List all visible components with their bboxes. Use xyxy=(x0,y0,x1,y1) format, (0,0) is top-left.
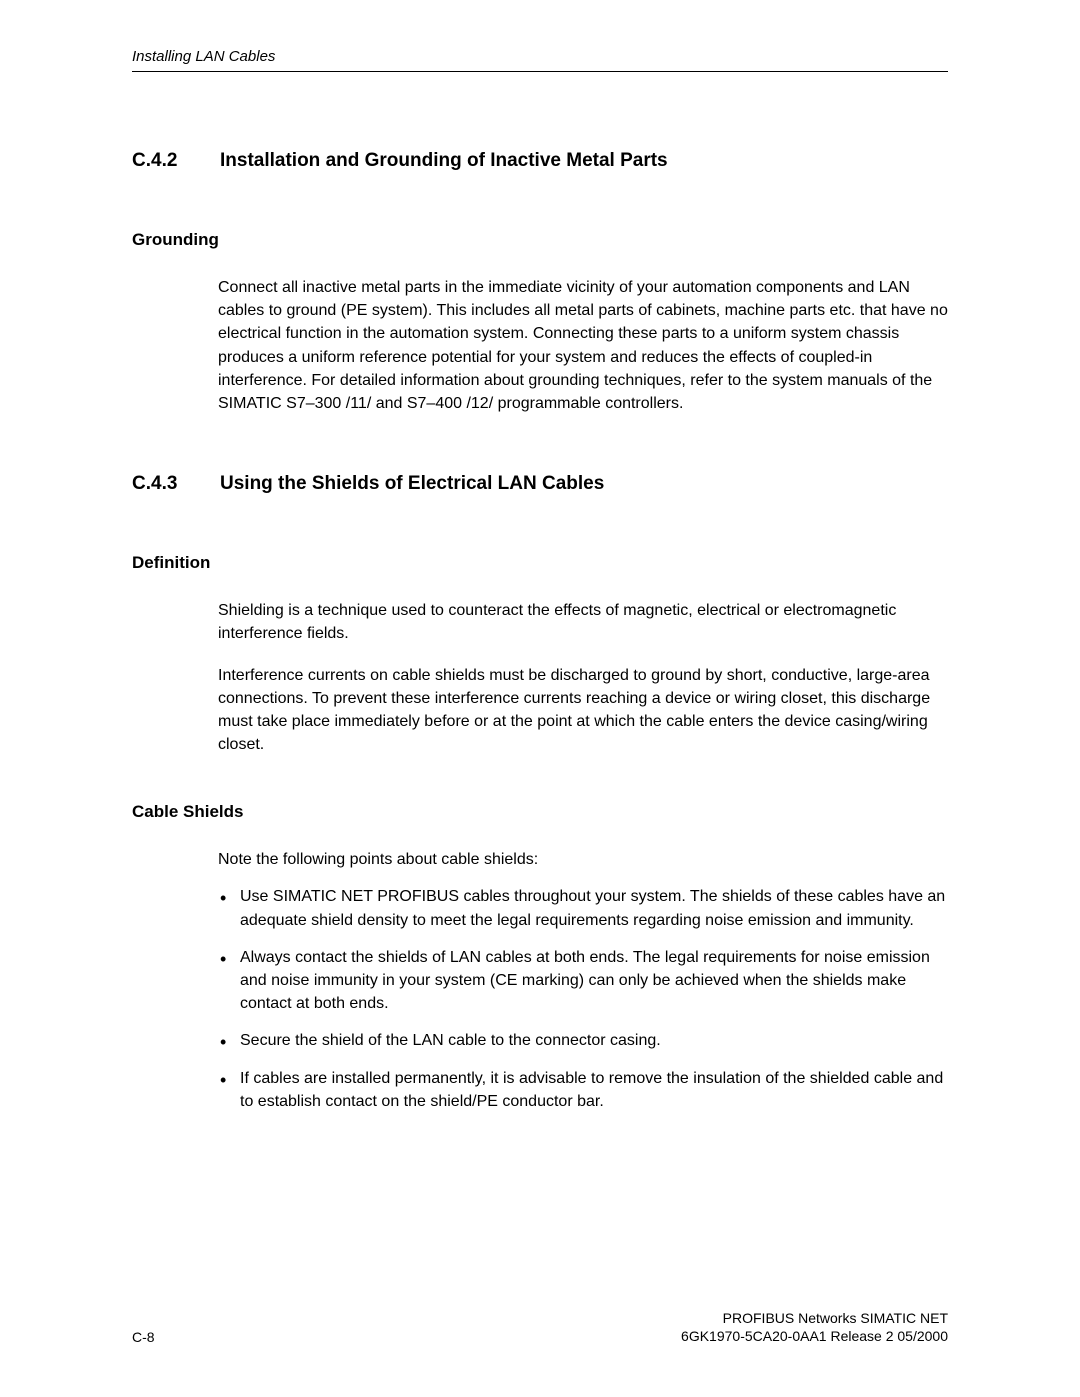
section-title: Installation and Grounding of Inactive M… xyxy=(220,150,948,172)
list-item: Secure the shield of the LAN cable to th… xyxy=(218,1029,948,1052)
document-page: Installing LAN Cables C.4.2 Installation… xyxy=(0,0,1080,1397)
list-item: Use SIMATIC NET PROFIBUS cables througho… xyxy=(218,885,948,931)
section-number: C.4.3 xyxy=(132,473,220,495)
section-heading: C.4.3 Using the Shields of Electrical LA… xyxy=(132,473,948,495)
bullet-list: Use SIMATIC NET PROFIBUS cables througho… xyxy=(218,885,948,1113)
page-footer: C-8 PROFIBUS Networks SIMATIC NET 6GK197… xyxy=(132,1309,948,1345)
subsection-heading: Cable Shields xyxy=(132,802,948,822)
section-number: C.4.2 xyxy=(132,150,220,172)
body-paragraph: Shielding is a technique used to counter… xyxy=(218,599,948,645)
section-heading: C.4.2 Installation and Grounding of Inac… xyxy=(132,150,948,172)
subsection-heading: Definition xyxy=(132,553,948,573)
footer-doc-title: PROFIBUS Networks SIMATIC NET xyxy=(681,1309,948,1327)
footer-doc-id: 6GK1970-5CA20-0AA1 Release 2 05/2000 xyxy=(681,1327,948,1345)
list-item: If cables are installed permanently, it … xyxy=(218,1067,948,1113)
running-title: Installing LAN Cables xyxy=(132,48,275,65)
body-paragraph: Interference currents on cable shields m… xyxy=(218,664,948,757)
header-rule xyxy=(132,71,948,72)
body-paragraph: Note the following points about cable sh… xyxy=(218,848,948,871)
body-paragraph: Connect all inactive metal parts in the … xyxy=(218,276,948,415)
page-number: C-8 xyxy=(132,1329,155,1345)
running-header: Installing LAN Cables xyxy=(132,48,948,65)
list-item: Always contact the shields of LAN cables… xyxy=(218,946,948,1016)
section-title: Using the Shields of Electrical LAN Cabl… xyxy=(220,473,948,495)
subsection-heading: Grounding xyxy=(132,230,948,250)
footer-doc-info: PROFIBUS Networks SIMATIC NET 6GK1970-5C… xyxy=(681,1309,948,1345)
